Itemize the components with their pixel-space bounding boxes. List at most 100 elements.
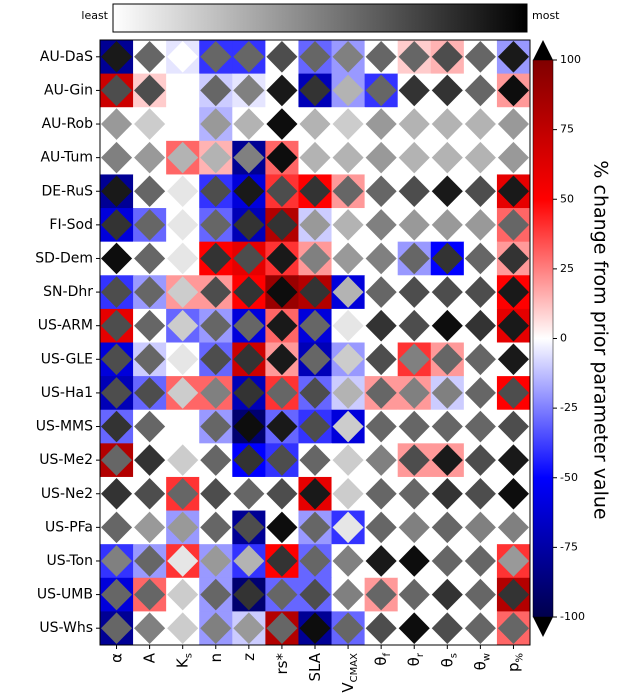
diamond: [332, 309, 364, 342]
diamond: [464, 343, 496, 376]
column-label-text: α: [107, 653, 125, 663]
diamond: [332, 477, 364, 510]
row-label: US-Whs: [39, 620, 93, 636]
diamond: [134, 545, 166, 577]
diamond: [134, 209, 166, 241]
diamond: [299, 444, 331, 476]
diamond: [365, 141, 397, 174]
diamond: [497, 612, 530, 644]
column-label: θw: [471, 653, 492, 670]
diamond: [200, 309, 232, 342]
diamond: [266, 578, 298, 611]
row-label: AU-DaS: [40, 49, 93, 65]
diamond: [365, 74, 397, 107]
column-label: θr: [405, 652, 426, 666]
diamond: [464, 511, 496, 544]
diamond: [134, 108, 166, 140]
diamond: [431, 242, 463, 275]
diamond: [266, 343, 298, 376]
diamond: [299, 141, 331, 174]
diamond: [233, 74, 265, 107]
diamond: [299, 242, 331, 275]
diamond: [431, 74, 463, 107]
diamond: [299, 74, 331, 107]
column-label-text: θ: [405, 657, 423, 666]
diamond: [167, 309, 199, 342]
diamond: [299, 41, 331, 73]
column-label: Ks: [173, 653, 194, 668]
diamond: [332, 410, 364, 443]
diamond: [332, 612, 364, 644]
diamond: [464, 578, 496, 611]
column-label: SLA: [306, 652, 324, 681]
diamond: [398, 74, 430, 107]
diamond: [134, 175, 166, 208]
diamond: [398, 108, 430, 140]
diamond: [233, 377, 265, 409]
diamond: [497, 410, 530, 443]
diamond: [365, 309, 397, 342]
row-label: US-GLE: [41, 351, 93, 367]
row-label: US-Ton: [46, 553, 93, 569]
diamond: [200, 108, 232, 140]
diamond: [464, 41, 496, 73]
diamond: [431, 511, 463, 544]
diamond: [497, 276, 530, 308]
column-label: n: [206, 653, 224, 663]
diamond: [167, 477, 199, 510]
diamond: [100, 242, 133, 275]
diamond: [200, 343, 232, 376]
column-label: θs: [438, 653, 459, 667]
diamond: [200, 276, 232, 308]
colorbar-tick-label: 75: [560, 123, 574, 136]
diamond: [233, 343, 265, 376]
column-label: VCMAX: [339, 653, 360, 693]
diamond: [134, 511, 166, 544]
diamond: [431, 377, 463, 409]
diamond: [167, 612, 199, 644]
column-label-text: rs*: [272, 653, 290, 675]
column-label-text: A: [140, 652, 158, 663]
diamond: [431, 175, 463, 208]
diamond: [497, 108, 530, 140]
diamond: [200, 209, 232, 241]
column-label-sub: r: [415, 652, 426, 657]
column-label-text: θ: [438, 658, 456, 667]
diamond: [200, 477, 232, 510]
diamond: [200, 242, 232, 275]
diamond: [332, 377, 364, 409]
diamond: [167, 209, 199, 241]
diamond: [464, 141, 496, 174]
diamond: [431, 477, 463, 510]
diamond: [497, 343, 530, 376]
column-label-text: p: [504, 663, 522, 673]
diamond: [233, 41, 265, 73]
diamond: [200, 175, 232, 208]
diamond: [233, 309, 265, 342]
diamond: [497, 511, 530, 544]
diamond: [134, 309, 166, 342]
diamond: [200, 444, 232, 476]
diamond: [497, 444, 530, 476]
diamond: [365, 108, 397, 140]
diamond: [299, 175, 331, 208]
diamond: [365, 578, 397, 611]
diamond: [332, 511, 364, 544]
diamond: [134, 612, 166, 644]
diamond: [464, 74, 496, 107]
diamond: [398, 41, 430, 73]
diamond: [365, 377, 397, 409]
diamond: [299, 477, 331, 510]
diamond: [365, 242, 397, 275]
diamond: [233, 612, 265, 644]
diamond: [266, 377, 298, 409]
diamond: [332, 578, 364, 611]
diamond: [100, 276, 133, 308]
diamond: [398, 343, 430, 376]
row-label: SD-Dem: [35, 250, 93, 266]
diamond: [100, 612, 133, 644]
diamond: [299, 276, 331, 308]
diamond: [497, 578, 530, 611]
column-label-text: z: [239, 653, 257, 661]
diamond: [299, 343, 331, 376]
